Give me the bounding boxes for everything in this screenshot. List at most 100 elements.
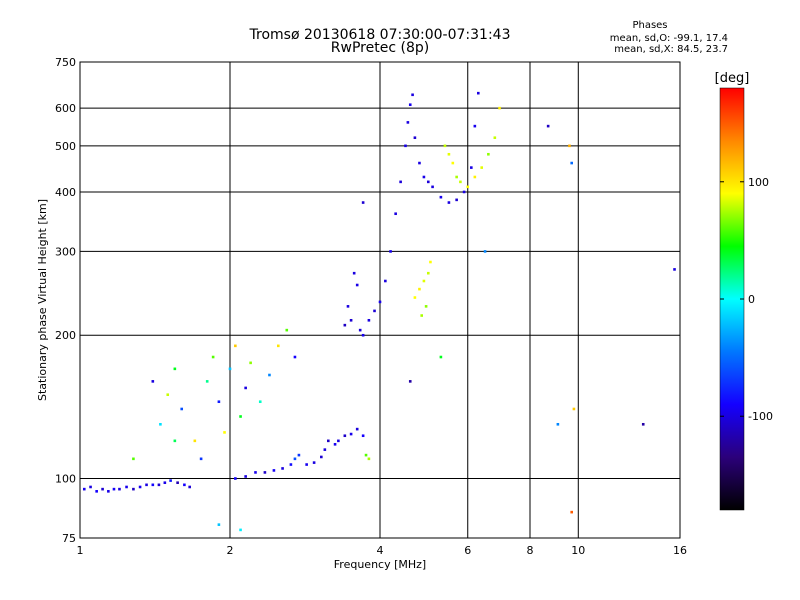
echo-point — [361, 201, 365, 204]
echo-point — [234, 344, 237, 348]
echo-point — [173, 367, 177, 371]
echo-point — [244, 475, 247, 478]
echo-point — [254, 471, 257, 474]
echo-point — [473, 124, 477, 128]
echo-point — [138, 485, 142, 489]
echo-point — [367, 457, 371, 461]
echo-point — [293, 457, 297, 461]
y-axis-ticks: 75 100 200 300 400 500 600 750 — [55, 56, 76, 545]
echo-point — [107, 490, 110, 493]
echo-point — [546, 124, 550, 128]
echo-point — [249, 361, 252, 365]
y-tick-label: 200 — [55, 329, 76, 342]
echo-point — [413, 296, 417, 299]
chart-title: Tromsø 20130618 07:30:00-07:31:43 — [249, 27, 511, 43]
echo-point — [305, 463, 308, 466]
echo-point — [462, 190, 466, 194]
echo-point — [239, 528, 242, 532]
echo-point — [422, 175, 426, 179]
echo-point — [82, 487, 86, 491]
echo-point — [199, 457, 203, 461]
colorbar-tick-label: 100 — [748, 176, 769, 189]
echo-point — [217, 523, 221, 526]
echo-point — [323, 448, 327, 451]
echo-point — [244, 386, 247, 390]
echo-point — [378, 300, 382, 304]
echo-point — [132, 487, 135, 491]
x-tick-label: 10 — [571, 544, 585, 557]
y-tick-label: 400 — [55, 186, 76, 199]
y-tick-label: 500 — [55, 140, 76, 153]
echo-point — [480, 166, 484, 169]
echo-point — [418, 287, 421, 291]
echo-point — [223, 431, 226, 434]
echo-point — [483, 250, 487, 253]
echo-point — [413, 136, 417, 140]
echo-point — [297, 453, 301, 457]
echo-point — [159, 422, 162, 426]
echo-point — [570, 161, 573, 165]
echo-point — [406, 121, 410, 124]
echo-point — [404, 144, 407, 148]
echo-point — [459, 180, 462, 184]
echo-point — [394, 212, 397, 216]
echo-point — [373, 309, 376, 313]
y-tick-label: 750 — [55, 56, 76, 69]
echo-point — [355, 283, 359, 287]
echo-point — [180, 407, 184, 411]
echo-point — [258, 400, 262, 404]
echo-point — [429, 260, 432, 264]
echo-point — [477, 91, 480, 95]
echo-point — [327, 439, 330, 443]
echo-point — [293, 355, 297, 359]
echo-point — [418, 161, 421, 165]
echo-point — [183, 483, 186, 487]
echo-point — [151, 380, 155, 383]
y-tick-label: 75 — [62, 532, 76, 545]
echo-point — [455, 175, 458, 179]
x-tick-label: 16 — [673, 544, 687, 557]
echo-point — [408, 103, 412, 107]
echo-point — [346, 305, 350, 308]
y-axis-label: Stationary phase Virtual Height [km] — [36, 199, 49, 401]
echo-point — [176, 481, 179, 485]
y-tick-label: 100 — [55, 473, 76, 486]
phases-stats-o: mean, sd,O: -99.1, 17.4 — [609, 33, 728, 44]
echo-point — [89, 485, 92, 489]
echo-point — [125, 485, 128, 489]
echo-point — [228, 367, 232, 371]
echo-point — [408, 380, 412, 383]
echo-point — [439, 355, 443, 359]
echo-point — [263, 471, 267, 474]
echo-point — [389, 250, 392, 253]
echo-point — [470, 166, 473, 169]
x-tick-label: 6 — [464, 544, 471, 557]
echo-point — [312, 461, 316, 464]
echo-point — [151, 483, 155, 487]
plot-frame — [79, 61, 681, 539]
colorbar-tick-label: 0 — [748, 293, 755, 306]
y-tick-label: 600 — [55, 102, 76, 115]
echo-point — [355, 427, 359, 431]
echo-point — [498, 106, 501, 110]
echo-point — [447, 152, 451, 156]
echo-point — [320, 455, 323, 459]
grid-lines — [80, 62, 680, 538]
echo-point — [343, 323, 347, 327]
echo-point — [337, 439, 340, 443]
echo-point — [556, 422, 560, 426]
echo-point — [112, 487, 116, 491]
colorbar-label: [deg] — [715, 71, 750, 86]
echo-point — [426, 271, 430, 275]
echo-point — [101, 487, 104, 491]
echo-point — [364, 453, 368, 457]
echo-point — [333, 443, 337, 446]
phases-stats-x: mean, sd,X: 84.5, 23.7 — [614, 44, 728, 55]
x-axis-label: Frequency [MHz] — [334, 558, 426, 571]
echo-point — [276, 344, 280, 348]
echo-point — [352, 271, 356, 275]
x-tick-label: 4 — [377, 544, 384, 557]
echo-point — [487, 152, 490, 156]
x-axis-ticks: 1 2 4 6 8 10 16 — [77, 544, 688, 557]
